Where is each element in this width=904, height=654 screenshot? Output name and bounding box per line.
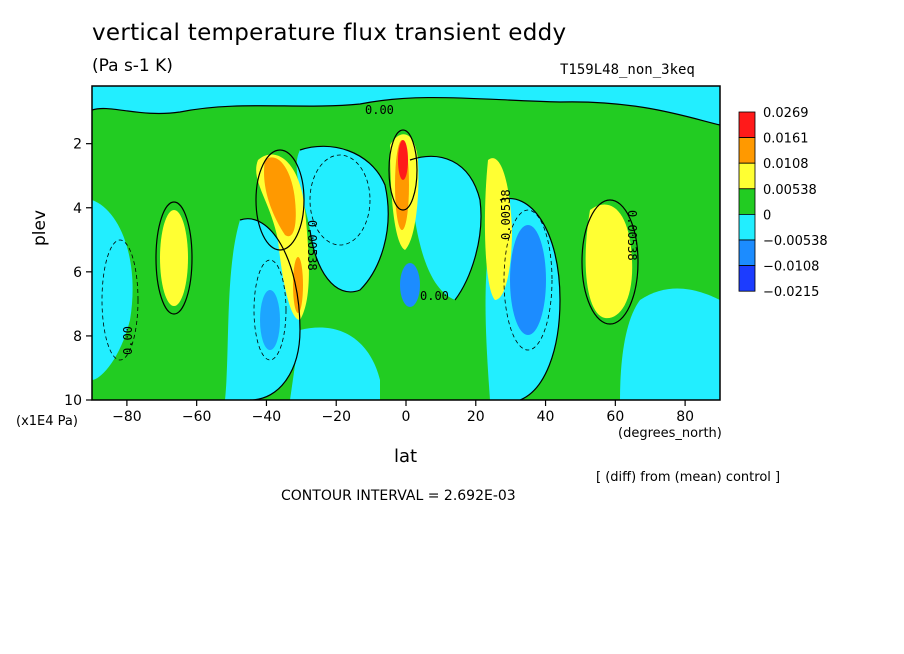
- y-tick-label: 2: [73, 137, 82, 153]
- x-tick-label: −40: [252, 409, 282, 425]
- contour-label: 0.00538: [305, 220, 319, 271]
- cyan-region-polar-south: [92, 200, 133, 380]
- y-axis-label: plev: [30, 209, 50, 246]
- x-tick-label: 60: [606, 409, 624, 425]
- x-tick-label: −60: [182, 409, 212, 425]
- yellow-core-subtropics-north: [484, 158, 512, 300]
- colorbar-label: −0.00538: [763, 234, 828, 249]
- colorbar-swatch: [738, 111, 756, 139]
- run-label: T159L48_non_3keq: [560, 62, 695, 78]
- x-tick-label: 40: [537, 409, 555, 425]
- y-tick-label: 4: [73, 201, 82, 217]
- contour-label: 0.00: [121, 326, 135, 355]
- contour-label: 0.00538: [625, 210, 639, 261]
- cyan-region-subtropics-south: [296, 146, 389, 292]
- colorbar-label: −0.0215: [763, 285, 819, 300]
- yellow-core-midlat-north: [585, 204, 633, 319]
- blue-core-equator: [400, 263, 420, 307]
- diff-note: [ (diff) from (mean) control ]: [596, 470, 781, 485]
- cyan-region-tropics-north: [410, 156, 481, 300]
- contour-interval: CONTOUR INTERVAL = 2.692E-03: [281, 488, 516, 504]
- colorbar-swatch: [738, 188, 756, 215]
- colorbar-label: 0.0269: [763, 106, 809, 121]
- y-axis-unit: (x1E4 Pa): [16, 414, 78, 429]
- chart-title: vertical temperature flux transient eddy: [92, 20, 567, 46]
- blue-core-south: [260, 290, 280, 350]
- colorbar-swatch: [738, 213, 756, 241]
- x-axis-unit: (degrees_north): [618, 426, 722, 441]
- colorbar-swatch: [738, 162, 756, 190]
- cyan-region-polar-north: [620, 288, 720, 400]
- y-tick-label: 6: [73, 265, 82, 281]
- colorbar-label: 0.0161: [763, 132, 809, 147]
- orange-core-lower-south: [293, 257, 303, 313]
- colorbar-label: 0.00538: [763, 183, 817, 198]
- plot-area: 0.00 0.00 0.00 0.00538 0.00538 0.00538: [92, 86, 720, 400]
- colorbar-swatch: [738, 265, 756, 292]
- y-tick-label: 8: [73, 329, 82, 345]
- orange-core-midlat-south: [264, 157, 296, 237]
- x-axis-label: lat: [394, 446, 418, 467]
- negative-contours: [101, 154, 553, 361]
- colorbar-label: 0: [763, 208, 771, 223]
- contour-label: 0.00: [420, 289, 449, 303]
- x-tick-label: 20: [467, 409, 485, 425]
- yellow-core-polar-south: [160, 210, 188, 306]
- x-tick-label: −80: [112, 409, 142, 425]
- colorbar: 0.0269 0.0161 0.0108 0.00538 0 −0.00538 −0.010…: [738, 106, 828, 300]
- colorbar-swatch: [738, 239, 756, 267]
- chart-units: (Pa s-1 K): [92, 56, 173, 76]
- colorbar-swatch: [738, 137, 756, 164]
- colorbar-label: 0.0108: [763, 157, 809, 172]
- contour-label: 0.00538: [499, 189, 513, 240]
- red-core-equator: [398, 140, 408, 180]
- contour-lines: [92, 96, 720, 400]
- y-tick-label: 10: [64, 393, 82, 409]
- contour-label: 0.00: [365, 103, 394, 117]
- x-tick-label: 80: [676, 409, 694, 425]
- colorbar-label: −0.0108: [763, 260, 819, 275]
- cyan-region-surface-south: [290, 327, 380, 400]
- y-axis: 2 4 6 8 10: [64, 137, 92, 409]
- x-axis: −80 −60 −40 −20 0 20 40 60 80: [112, 400, 694, 425]
- x-tick-label: −20: [321, 409, 351, 425]
- contour-labels: 0.00 0.00 0.00 0.00538 0.00538 0.00538: [121, 103, 639, 355]
- x-tick-label: 0: [402, 409, 411, 425]
- cyan-band-top: [92, 86, 720, 125]
- blue-core-north: [510, 225, 546, 335]
